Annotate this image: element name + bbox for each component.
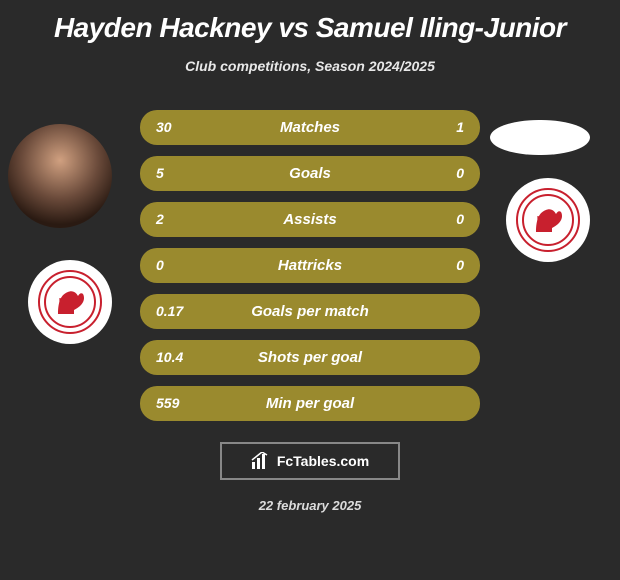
stat-label: Shots per goal [140,340,480,375]
footer-brand-badge[interactable]: FcTables.com [220,442,400,480]
stat-label: Matches [140,110,480,145]
stat-label: Goals [140,156,480,191]
footer-brand-text: FcTables.com [277,453,369,469]
stat-row: 2 Assists 0 [140,202,480,237]
stat-row: 5 Goals 0 [140,156,480,191]
stat-label: Goals per match [140,294,480,329]
stat-right-value: 0 [456,156,464,191]
stats-list: 30 Matches 1 5 Goals 0 2 Assists 0 0 Hat… [0,110,620,432]
chart-icon [251,452,271,470]
stat-label: Min per goal [140,386,480,421]
comparison-date: 22 february 2025 [0,498,620,513]
stat-label: Assists [140,202,480,237]
comparison-subtitle: Club competitions, Season 2024/2025 [0,58,620,74]
stat-row: 30 Matches 1 [140,110,480,145]
stat-right-value: 1 [456,110,464,145]
stat-label: Hattricks [140,248,480,283]
stat-row: 10.4 Shots per goal [140,340,480,375]
stat-right-value: 0 [456,202,464,237]
stat-row: 559 Min per goal [140,386,480,421]
stat-row: 0.17 Goals per match [140,294,480,329]
stat-row: 0 Hattricks 0 [140,248,480,283]
stat-right-value: 0 [456,248,464,283]
comparison-title: Hayden Hackney vs Samuel Iling-Junior [0,0,620,44]
